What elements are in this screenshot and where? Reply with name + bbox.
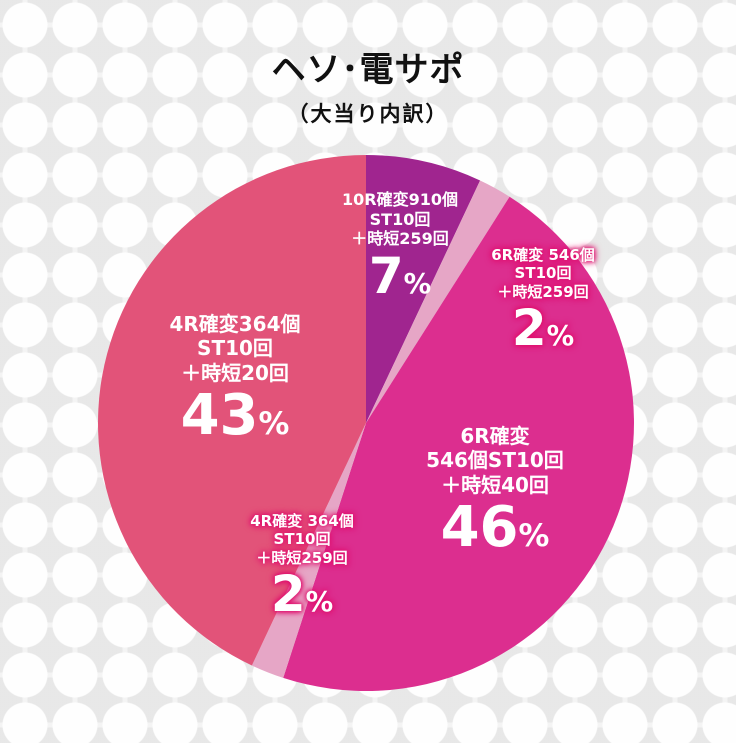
slice-percent: 2% [511, 298, 575, 357]
slice-label-line: 6R確変 546個 [491, 246, 595, 264]
slice-percent: 43% [180, 383, 290, 449]
slice-label-line: ST10回 [273, 530, 331, 549]
chart-subtitle: （大当り内訳） [287, 102, 449, 126]
slice-percent: 46% [440, 495, 550, 561]
chart-title: ヘソ･電サポ [271, 50, 465, 90]
slice-label-line: ST10回 [369, 209, 431, 229]
slice-label-6r-small: 6R確変 546個 ST10回 ＋時短259回 2% [468, 246, 618, 356]
slice-label-4r-large: 4R確変364個 ST10回 ＋時短20回 43% [140, 312, 330, 447]
slice-percent: 2% [270, 564, 334, 623]
slice-label-line: ＋時短259回 [497, 282, 589, 301]
pie-slice-3 [251, 423, 366, 678]
pie-slice-2 [283, 196, 634, 691]
slice-label-line: ＋時短259回 [351, 229, 449, 249]
slice-label-line: 546個ST10回 [426, 448, 564, 473]
slice-label-line: ＋時短259回 [256, 548, 348, 567]
slice-label-line: 6R確変 [460, 424, 530, 448]
slice-label-line: ST10回 [197, 336, 273, 361]
slice-label-line: 4R確変364個 [169, 312, 301, 336]
slice-label-6r-large: 6R確変 546個ST10回 ＋時短40回 46% [395, 424, 595, 559]
slice-label-line: ST10回 [514, 264, 572, 283]
pie-slice-4 [98, 155, 366, 666]
slice-percent: 7% [368, 246, 432, 305]
slice-label-4r-small: 4R確変 364個 ST10回 ＋時短259回 2% [222, 512, 382, 622]
pie-slice-0 [366, 155, 481, 423]
pie-slice-1 [366, 180, 510, 423]
slice-label-line: ＋時短20回 [181, 360, 289, 385]
slice-label-10r: 10R確変910個 ST10回 ＋時短259回 7% [320, 190, 480, 304]
slice-label-line: ＋時短40回 [441, 472, 549, 497]
slice-label-line: 10R確変910個 [342, 190, 458, 209]
slice-label-line: 4R確変 364個 [250, 512, 354, 530]
